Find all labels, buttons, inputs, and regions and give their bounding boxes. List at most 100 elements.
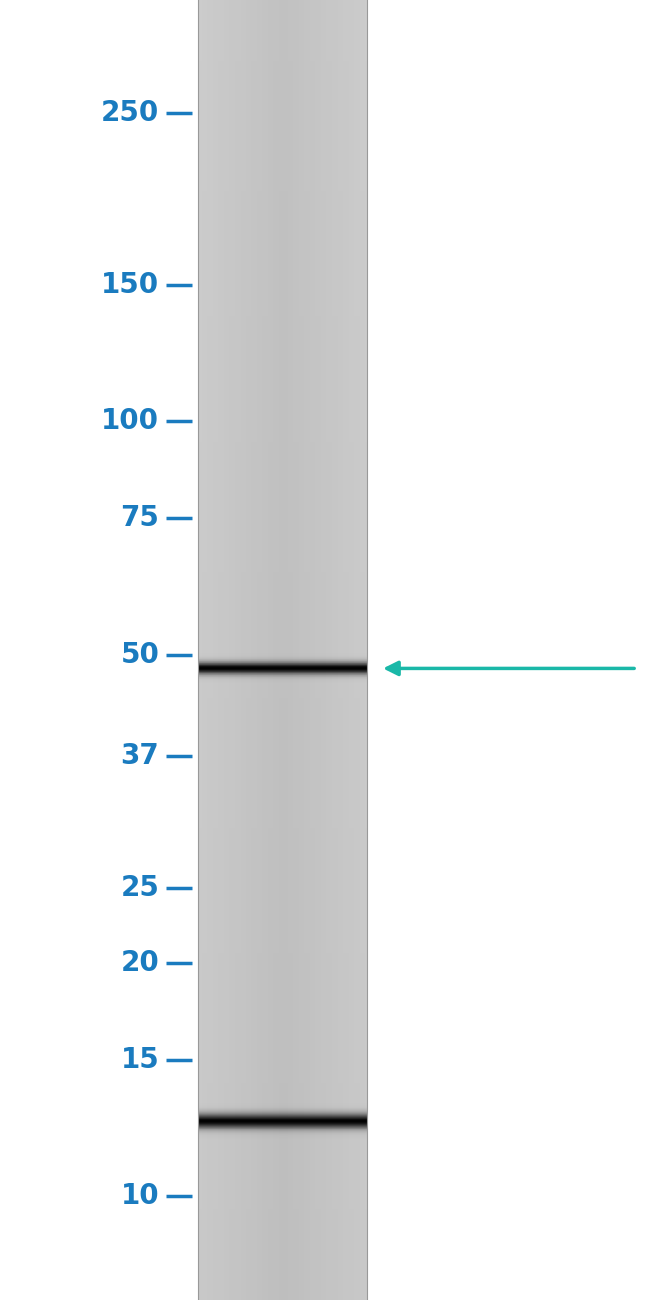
Bar bbox=[198, 199, 367, 204]
Text: 10: 10 bbox=[121, 1183, 159, 1210]
Bar bbox=[198, 139, 367, 143]
Bar bbox=[309, 0, 310, 1300]
Bar bbox=[198, 884, 367, 888]
Bar bbox=[198, 940, 367, 945]
Bar bbox=[198, 849, 367, 854]
Bar bbox=[198, 572, 367, 576]
Bar bbox=[198, 338, 367, 342]
Bar bbox=[198, 1040, 367, 1044]
Bar bbox=[286, 0, 287, 1300]
Bar bbox=[198, 745, 367, 750]
Bar bbox=[198, 763, 367, 767]
Bar bbox=[214, 0, 215, 1300]
Bar bbox=[344, 0, 345, 1300]
Bar bbox=[198, 386, 367, 390]
Bar bbox=[244, 0, 246, 1300]
Bar bbox=[304, 0, 305, 1300]
Bar bbox=[198, 147, 367, 152]
Bar bbox=[207, 0, 209, 1300]
Bar bbox=[198, 225, 367, 230]
Bar bbox=[198, 295, 367, 299]
Bar bbox=[248, 0, 249, 1300]
Bar bbox=[287, 0, 288, 1300]
Bar bbox=[198, 173, 367, 178]
Bar bbox=[198, 78, 367, 82]
Bar bbox=[198, 550, 367, 555]
Bar bbox=[276, 0, 277, 1300]
Bar bbox=[198, 845, 367, 849]
Bar bbox=[198, 364, 367, 368]
Bar bbox=[234, 0, 235, 1300]
Bar bbox=[198, 1183, 367, 1187]
Bar bbox=[330, 0, 331, 1300]
Bar bbox=[198, 806, 367, 810]
Text: 50: 50 bbox=[120, 641, 159, 668]
Bar bbox=[198, 979, 367, 984]
Bar bbox=[198, 906, 367, 910]
Bar bbox=[296, 0, 297, 1300]
Bar bbox=[198, 95, 367, 100]
Bar bbox=[235, 0, 237, 1300]
Bar bbox=[198, 429, 367, 433]
Bar bbox=[198, 286, 367, 290]
Bar bbox=[340, 0, 341, 1300]
Bar bbox=[201, 0, 202, 1300]
Bar bbox=[198, 1239, 367, 1244]
Bar bbox=[238, 0, 239, 1300]
Bar bbox=[198, 134, 367, 139]
Bar bbox=[252, 0, 253, 1300]
Bar bbox=[233, 0, 234, 1300]
Bar bbox=[198, 797, 367, 802]
Bar bbox=[198, 637, 367, 641]
Bar bbox=[198, 555, 367, 559]
Bar bbox=[198, 35, 367, 39]
Bar bbox=[198, 1161, 367, 1166]
Bar bbox=[198, 238, 367, 243]
Bar bbox=[198, 4, 367, 9]
Bar bbox=[198, 1278, 367, 1283]
Bar bbox=[209, 0, 210, 1300]
Bar bbox=[198, 186, 367, 191]
Bar bbox=[198, 321, 367, 325]
Bar bbox=[198, 61, 367, 65]
Bar bbox=[203, 0, 204, 1300]
Bar bbox=[312, 0, 313, 1300]
Bar bbox=[198, 598, 367, 602]
Bar bbox=[198, 992, 367, 997]
Bar bbox=[198, 524, 367, 529]
Bar bbox=[198, 607, 367, 611]
Bar bbox=[198, 676, 367, 680]
Bar bbox=[198, 602, 367, 607]
Bar bbox=[198, 1270, 367, 1274]
Bar bbox=[222, 0, 223, 1300]
Bar bbox=[198, 711, 367, 715]
Bar bbox=[223, 0, 224, 1300]
Bar bbox=[328, 0, 329, 1300]
Bar bbox=[198, 576, 367, 581]
Bar bbox=[221, 0, 222, 1300]
Bar bbox=[275, 0, 276, 1300]
Bar bbox=[198, 823, 367, 828]
Bar bbox=[198, 646, 367, 650]
Bar bbox=[198, 962, 367, 966]
Bar bbox=[198, 308, 367, 312]
Bar bbox=[198, 412, 367, 416]
Bar bbox=[198, 888, 367, 893]
Bar bbox=[198, 793, 367, 797]
Bar bbox=[198, 784, 367, 789]
Bar bbox=[198, 156, 367, 160]
Bar bbox=[198, 732, 367, 737]
Bar bbox=[242, 0, 243, 1300]
Bar bbox=[198, 52, 367, 56]
Bar bbox=[198, 862, 367, 867]
Bar bbox=[365, 0, 367, 1300]
Bar bbox=[283, 0, 285, 1300]
Bar bbox=[298, 0, 299, 1300]
Bar bbox=[198, 854, 367, 858]
Bar bbox=[363, 0, 364, 1300]
Bar bbox=[198, 1127, 367, 1131]
Bar bbox=[198, 767, 367, 771]
Bar bbox=[198, 867, 367, 871]
Bar bbox=[315, 0, 316, 1300]
Text: 150: 150 bbox=[101, 270, 159, 299]
